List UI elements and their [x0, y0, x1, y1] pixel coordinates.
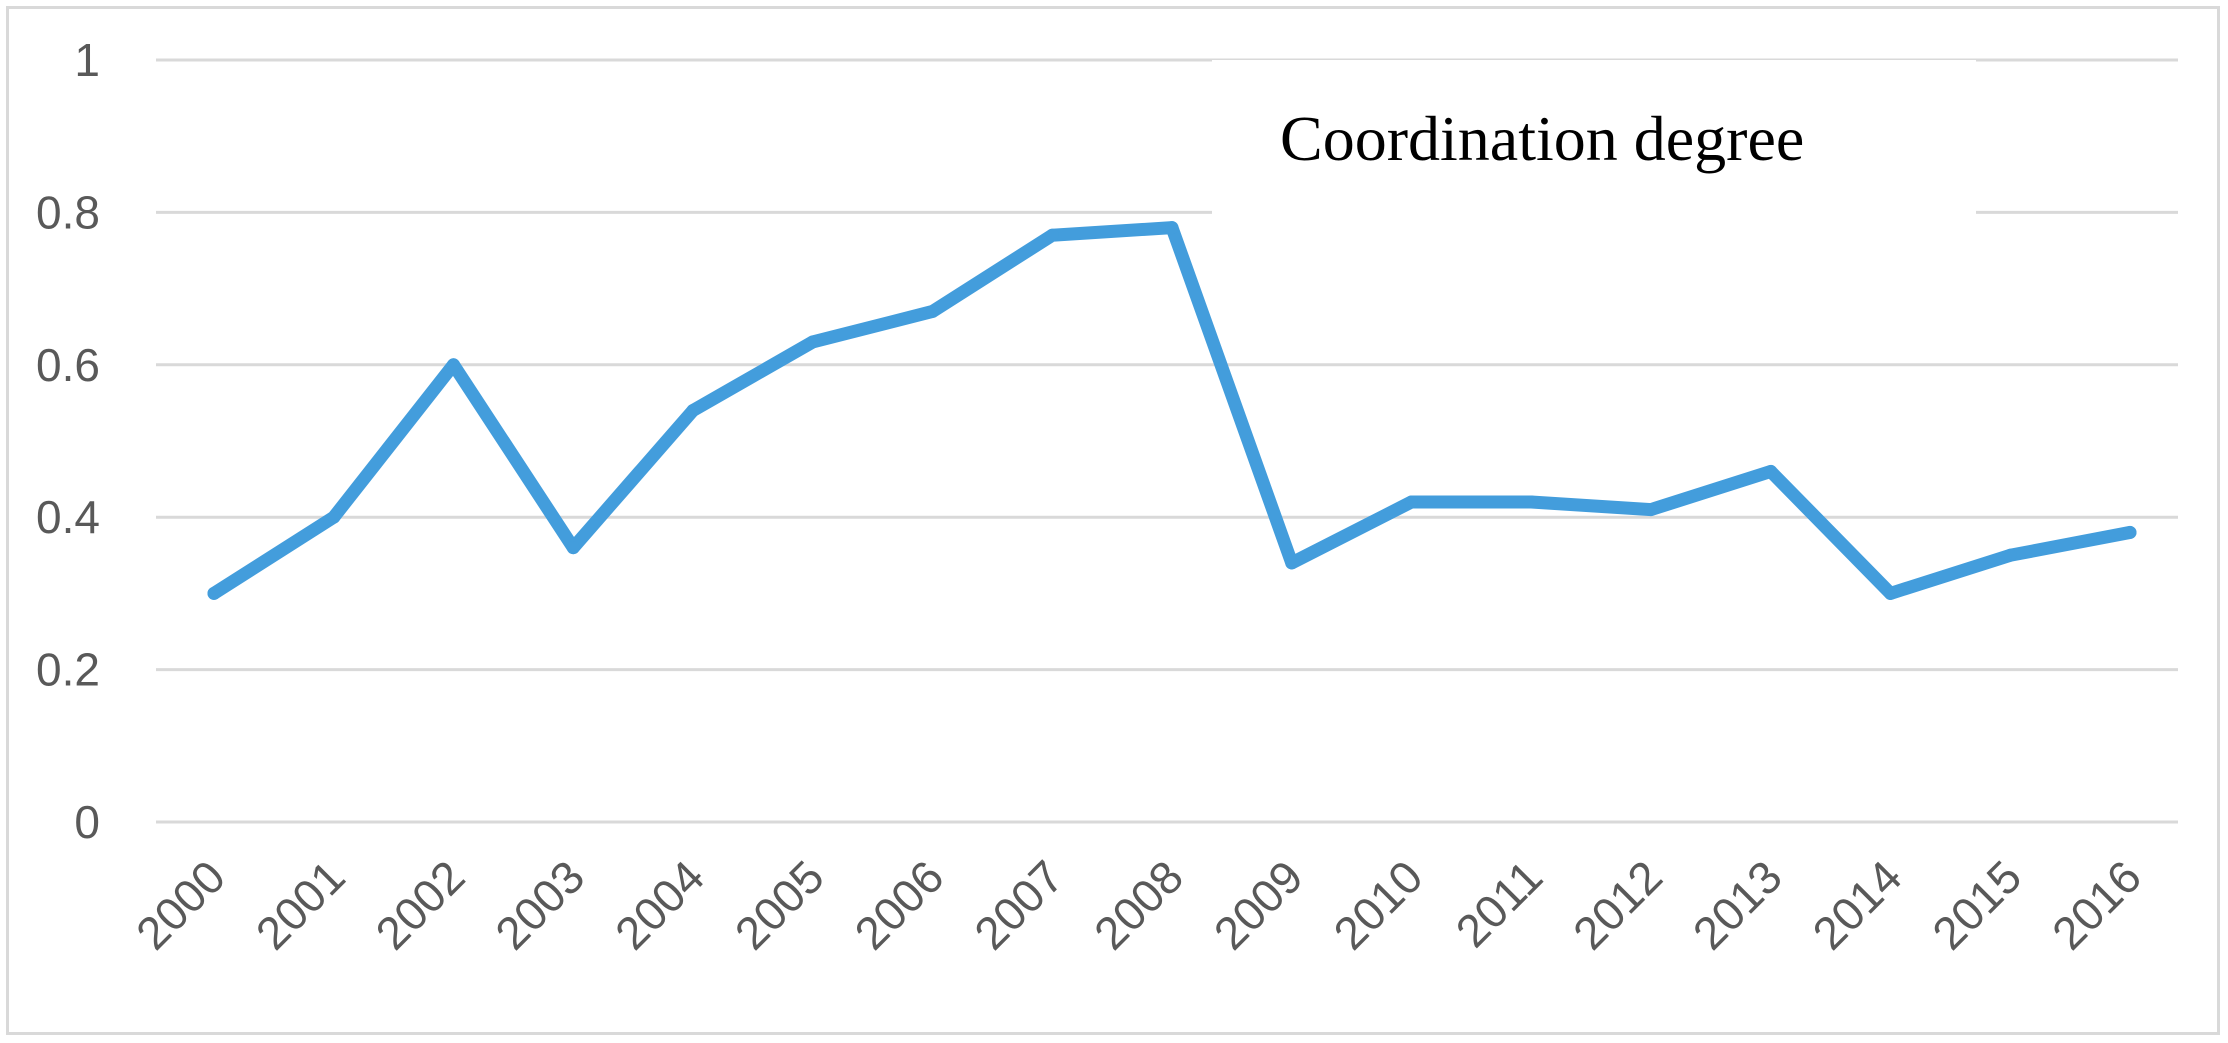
x-tick-label: 2006 — [844, 850, 953, 959]
y-tick-label: 0.8 — [36, 186, 100, 238]
data-point — [686, 404, 700, 418]
x-axis-ticks: 2000 2001 2002 2003 2004 2005 2006 2007 2008 2009… — [126, 850, 2151, 959]
data-point — [1644, 503, 1658, 517]
data-point — [2003, 548, 2017, 562]
y-axis-ticks: 0 0.2 0.4 0.6 0.8 1 — [36, 34, 100, 848]
x-tick-label: 2005 — [725, 850, 834, 959]
data-point — [207, 586, 221, 600]
x-tick-label: 2003 — [485, 850, 594, 959]
x-tick-label: 2013 — [1683, 850, 1792, 959]
x-tick-label: 2007 — [964, 850, 1073, 959]
legend-background — [1212, 60, 1976, 220]
x-tick-label: 2011 — [1446, 850, 1553, 957]
x-tick-label: 2009 — [1204, 850, 1313, 959]
x-tick-label: 2014 — [1802, 850, 1911, 959]
x-tick-label: 2010 — [1323, 850, 1432, 959]
data-point — [926, 304, 939, 318]
series-layer — [207, 221, 2137, 600]
x-tick-label: 2008 — [1084, 850, 1193, 959]
legend: Coordination degree — [1212, 60, 1976, 220]
data-point — [1045, 228, 1059, 242]
x-tick-label: 2015 — [1922, 850, 2031, 959]
data-point — [1764, 464, 1778, 478]
data-point — [1165, 221, 1179, 235]
y-tick-label: 0.6 — [36, 339, 100, 391]
x-tick-label: 2002 — [365, 850, 474, 959]
y-tick-label: 0.2 — [36, 644, 100, 696]
data-point — [1524, 495, 1538, 509]
y-tick-label: 0 — [74, 796, 100, 848]
x-tick-label: 2016 — [2042, 850, 2151, 959]
data-point — [566, 541, 580, 555]
x-tick-label: 2004 — [605, 850, 714, 959]
data-point — [2123, 525, 2137, 539]
y-tick-label: 1 — [74, 34, 100, 86]
legend-label: Coordination degree — [1280, 103, 1804, 174]
data-point — [447, 358, 460, 372]
x-tick-label: 2012 — [1563, 850, 1672, 959]
data-point — [327, 510, 341, 524]
y-tick-label: 0.4 — [36, 491, 100, 543]
data-point — [1285, 556, 1299, 570]
data-point — [1884, 586, 1897, 600]
x-tick-label: 2000 — [126, 850, 235, 959]
data-point — [806, 335, 820, 349]
x-tick-label: 2001 — [246, 850, 355, 959]
series-line — [207, 221, 2137, 600]
data-point — [1405, 495, 1418, 509]
